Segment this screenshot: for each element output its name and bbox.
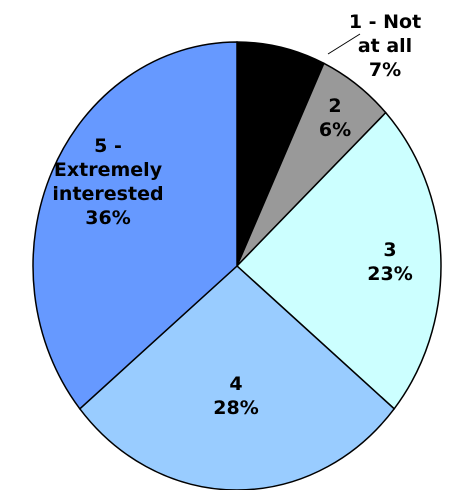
- slice-labels: 1 - Not at all 7% 2 6% 3 23% 4 28% 5 -Extremely in…: [52, 11, 421, 419]
- slice-label-5-line-3: interested: [52, 183, 163, 205]
- leader-line-1: [327, 33, 361, 55]
- slice-label-2: 2 6%: [319, 95, 351, 141]
- pie-slice-5: [32, 41, 238, 410]
- slice-label-2-line-1: 2: [328, 95, 341, 117]
- pie-slice-3: [235, 111, 442, 410]
- slice-label-5-line-4: 36%: [85, 207, 130, 229]
- slice-label-3-line-2: 23%: [367, 263, 412, 285]
- slice-label-4-line-1: 4: [229, 373, 242, 395]
- slice-label-3: 3 23%: [367, 239, 412, 285]
- slice-label-1-line-3: 7%: [369, 59, 401, 81]
- pie-slices: [32, 41, 442, 490]
- slice-label-1: 1 - Not at all 7%: [349, 11, 421, 81]
- slice-label-3-line-1: 3: [383, 239, 396, 261]
- slice-label-4-line-2: 28%: [213, 397, 258, 419]
- slice-label-5: 5 -Extremely interested 36%: [52, 135, 163, 229]
- slice-label-1-line-1: 1 - Not: [349, 11, 421, 33]
- slice-label-2-line-2: 6%: [319, 119, 351, 141]
- slice-label-1-line-2: at all: [358, 35, 412, 57]
- slice-label-4: 4 28%: [213, 373, 258, 419]
- slice-label-5-line-2: Extremely: [54, 159, 163, 181]
- leader-lines: [327, 33, 361, 55]
- slice-label-5-line-1: 5 -: [94, 135, 122, 157]
